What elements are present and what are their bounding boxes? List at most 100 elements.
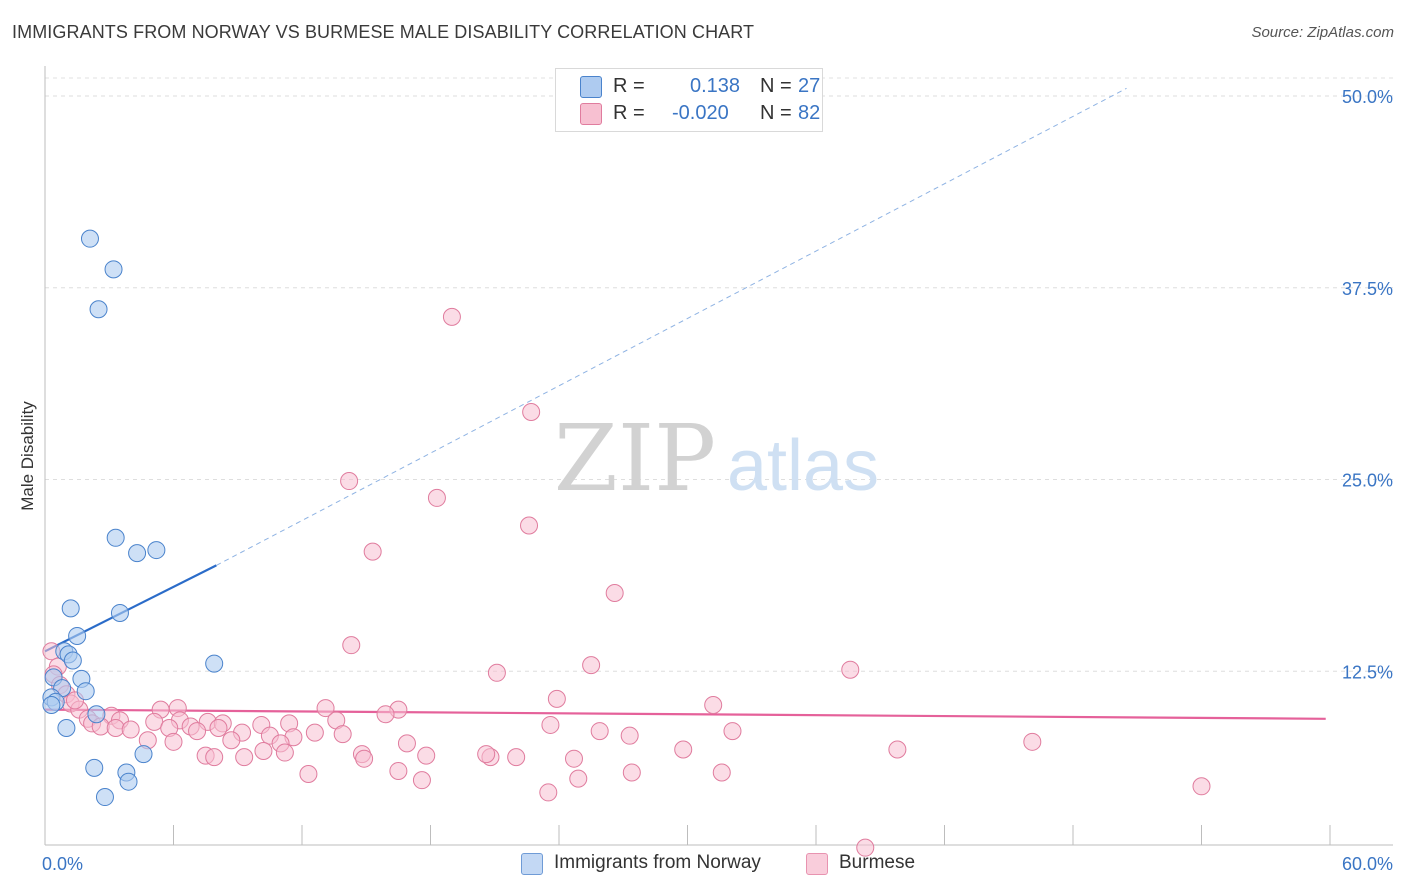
legend-label-burmese: Burmese <box>839 852 916 873</box>
burmese-point <box>547 689 566 708</box>
norway-point <box>104 260 123 279</box>
norway-point <box>110 603 129 622</box>
burmese-point <box>477 745 496 764</box>
burmese-point <box>620 726 639 745</box>
n-label: N = <box>760 102 792 124</box>
burmese-point <box>520 516 539 535</box>
n-label: N = <box>760 75 792 97</box>
burmese-point <box>397 734 416 753</box>
watermark: ZIP atlas <box>554 405 879 512</box>
n-value: 27 <box>798 75 821 97</box>
burmese-point <box>275 743 294 762</box>
burmese-point <box>209 719 228 738</box>
burmese-point <box>590 722 609 741</box>
norway-point <box>87 705 106 724</box>
y-tick-label: 50.0% <box>1342 87 1393 107</box>
burmese-trend-line <box>44 708 1326 720</box>
legend-label-norway: Immigrants from Norway <box>554 852 761 873</box>
norway-trend-extension <box>216 87 1127 566</box>
burmese-point <box>442 307 461 326</box>
r-value: 0.138 <box>690 75 741 97</box>
burmese-point <box>539 783 558 802</box>
burmese-point <box>342 636 361 655</box>
burmese-point <box>704 695 723 714</box>
watermark-atlas: atlas <box>727 426 879 506</box>
norway-point <box>80 229 99 248</box>
burmese-point <box>582 656 601 675</box>
burmese-point <box>487 663 506 682</box>
burmese-point <box>205 748 224 767</box>
burmese-point <box>723 722 742 741</box>
burmese-point <box>541 715 560 734</box>
correlation-legend: R = 0.138 N = 27 R = -0.020 N = 82 <box>555 68 823 132</box>
burmese-point <box>389 761 408 780</box>
x-tick-label-max: 60.0% <box>1342 854 1393 874</box>
burmese-swatch <box>580 103 602 125</box>
burmese-point <box>522 403 541 422</box>
burmese-point <box>121 720 140 739</box>
burmese-point <box>427 488 446 507</box>
burmese-point <box>164 732 183 751</box>
burmese-point <box>412 771 431 790</box>
norway-swatch <box>580 76 602 98</box>
norway-point <box>63 651 82 670</box>
n-value: 82 <box>798 102 821 124</box>
r-value: -0.020 <box>672 102 729 124</box>
norway-point <box>76 682 95 701</box>
axes <box>44 66 1393 846</box>
source-label: Source: ZipAtlas.com <box>1251 24 1394 41</box>
norway-point <box>85 758 104 777</box>
norway-point <box>42 695 61 714</box>
norway-point <box>147 541 166 560</box>
burmese-point <box>299 765 318 784</box>
burmese-point <box>622 763 641 782</box>
burmese-point <box>355 749 374 768</box>
burmese-point <box>188 722 207 741</box>
burmese-point <box>106 719 125 738</box>
burmese-point <box>841 660 860 679</box>
norway-point <box>205 654 224 673</box>
burmese-point <box>376 705 395 724</box>
burmese-point <box>305 723 324 742</box>
burmese-point <box>569 769 588 788</box>
burmese-point <box>145 712 164 731</box>
burmese-point <box>507 748 526 767</box>
r-label: R = <box>613 75 645 97</box>
x-tick-label-min: 0.0% <box>42 854 83 874</box>
burmese-point <box>340 472 359 491</box>
burmese-point <box>674 740 693 759</box>
y-tick-label: 37.5% <box>1342 279 1393 299</box>
y-axis-label: Male Disability <box>18 401 37 511</box>
norway-legend-swatch <box>521 853 543 875</box>
norway-point <box>119 772 138 791</box>
norway-point <box>134 745 153 764</box>
burmese-point <box>712 763 731 782</box>
burmese-point <box>235 748 254 767</box>
norway-point <box>68 626 87 645</box>
burmese-point <box>316 699 335 718</box>
burmese-point <box>363 542 382 561</box>
burmese-point <box>1023 732 1042 751</box>
norway-points <box>42 229 224 807</box>
burmese-point <box>888 740 907 759</box>
burmese-point <box>564 749 583 768</box>
norway-point <box>61 599 80 618</box>
norway-point <box>89 300 108 319</box>
burmese-point <box>1192 777 1211 796</box>
burmese-point <box>254 742 273 761</box>
chart-title: IMMIGRANTS FROM NORWAY VS BURMESE MALE D… <box>12 22 755 42</box>
norway-point <box>95 788 114 807</box>
y-tick-label: 25.0% <box>1342 471 1393 491</box>
grid-lines <box>45 77 1393 672</box>
norway-point <box>57 719 76 738</box>
burmese-point <box>222 731 241 750</box>
burmese-points <box>42 307 1211 857</box>
norway-point <box>106 528 125 547</box>
watermark-zip: ZIP <box>554 405 716 512</box>
norway-point <box>128 544 147 563</box>
burmese-point <box>417 746 436 765</box>
burmese-point <box>856 838 875 857</box>
series-legend: Immigrants from Norway Burmese <box>0 852 1406 878</box>
burmese-point <box>333 725 352 744</box>
